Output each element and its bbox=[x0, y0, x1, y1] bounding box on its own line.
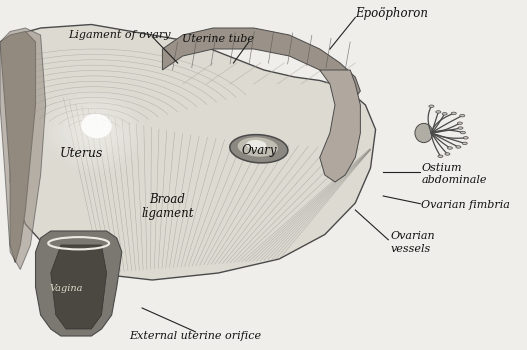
Text: Broad: Broad bbox=[150, 193, 186, 206]
Text: Ovarian: Ovarian bbox=[391, 231, 435, 241]
Ellipse shape bbox=[238, 137, 278, 157]
Text: abdominale: abdominale bbox=[421, 175, 487, 185]
Ellipse shape bbox=[79, 119, 109, 144]
Ellipse shape bbox=[445, 153, 450, 155]
Text: ligament: ligament bbox=[141, 207, 194, 220]
PathPatch shape bbox=[162, 28, 360, 98]
Ellipse shape bbox=[463, 136, 469, 139]
Ellipse shape bbox=[48, 93, 140, 169]
Ellipse shape bbox=[84, 123, 104, 140]
Text: Uterus: Uterus bbox=[60, 147, 103, 161]
Text: Epoöphoron: Epoöphoron bbox=[355, 7, 428, 21]
Ellipse shape bbox=[442, 113, 447, 115]
PathPatch shape bbox=[51, 245, 106, 329]
Ellipse shape bbox=[246, 140, 267, 150]
PathPatch shape bbox=[10, 25, 376, 280]
Ellipse shape bbox=[230, 135, 288, 163]
Ellipse shape bbox=[73, 114, 114, 148]
Text: vessels: vessels bbox=[391, 244, 431, 253]
Ellipse shape bbox=[436, 111, 441, 113]
Ellipse shape bbox=[53, 98, 135, 165]
Text: Uterine tube: Uterine tube bbox=[182, 34, 254, 43]
Ellipse shape bbox=[63, 106, 124, 156]
Text: Ligament of ovary: Ligament of ovary bbox=[68, 30, 171, 40]
Text: Ostium: Ostium bbox=[421, 163, 462, 173]
Ellipse shape bbox=[458, 127, 463, 129]
Ellipse shape bbox=[81, 114, 112, 138]
Ellipse shape bbox=[457, 122, 462, 125]
Ellipse shape bbox=[415, 124, 433, 143]
Ellipse shape bbox=[429, 105, 434, 107]
Text: Ovarian fimbria: Ovarian fimbria bbox=[421, 200, 510, 210]
Ellipse shape bbox=[461, 131, 465, 134]
PathPatch shape bbox=[320, 70, 360, 182]
Ellipse shape bbox=[460, 114, 465, 117]
Ellipse shape bbox=[43, 89, 145, 173]
Ellipse shape bbox=[447, 147, 453, 149]
Ellipse shape bbox=[456, 146, 461, 148]
Ellipse shape bbox=[462, 142, 467, 145]
Text: Ovary: Ovary bbox=[241, 144, 277, 157]
Ellipse shape bbox=[438, 155, 443, 158]
Text: Vagina: Vagina bbox=[49, 284, 83, 293]
Text: External uterine orifice: External uterine orifice bbox=[129, 331, 261, 341]
Ellipse shape bbox=[58, 102, 130, 161]
Ellipse shape bbox=[451, 112, 456, 114]
PathPatch shape bbox=[0, 32, 35, 262]
Ellipse shape bbox=[69, 110, 120, 152]
Ellipse shape bbox=[89, 127, 99, 135]
PathPatch shape bbox=[0, 28, 46, 270]
PathPatch shape bbox=[35, 231, 122, 336]
